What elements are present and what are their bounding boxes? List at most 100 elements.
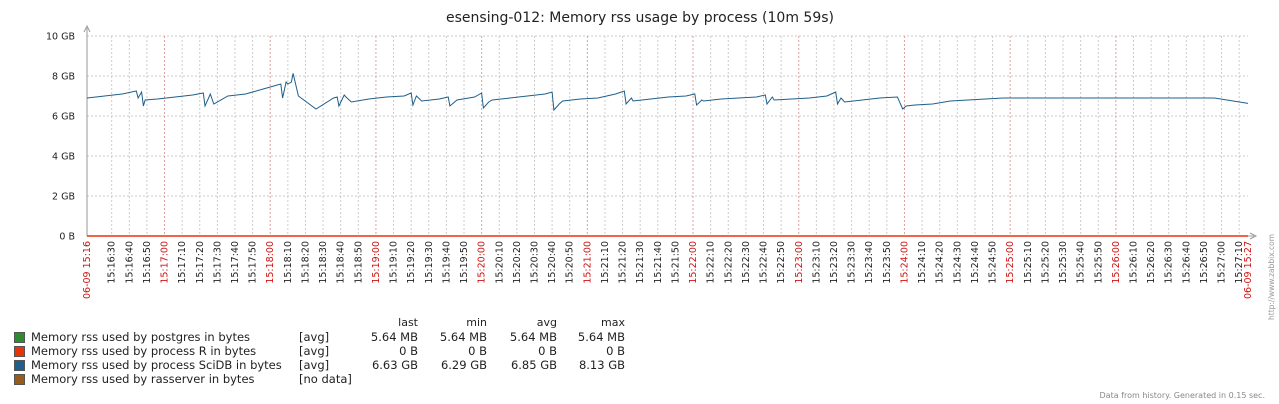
x-tick-label: 15:25:30	[1058, 241, 1069, 284]
y-tick-label: 10 GB	[46, 32, 75, 43]
x-start-label: 06-09 15:16	[82, 241, 93, 299]
x-tick-label: 15:22:20	[723, 241, 734, 284]
y-tick-label: 2 GB	[52, 192, 75, 203]
x-tick-label: 15:23:10	[811, 241, 822, 284]
legend-last: 6.63 GB	[371, 358, 418, 372]
x-tick-label: 15:18:40	[336, 241, 347, 284]
x-tick-label: 15:21:30	[635, 241, 646, 284]
x-tick-label: 15:26:40	[1181, 241, 1192, 284]
x-tick-label: 15:19:50	[459, 241, 470, 284]
x-tick-label: 15:24:10	[917, 241, 928, 284]
x-tick-label: 15:18:00	[265, 241, 276, 284]
y-axis-arrow	[83, 24, 91, 33]
y-tick-label: 4 GB	[52, 152, 75, 163]
legend-header-avg: avg	[536, 316, 557, 329]
x-tick-label: 15:19:10	[389, 241, 400, 284]
x-tick-label: 15:21:00	[582, 241, 593, 284]
x-tick-label: 15:24:00	[899, 241, 910, 284]
x-tick-label: 15:19:20	[406, 241, 417, 284]
grid	[87, 35, 1248, 236]
x-tick-label: 15:24:40	[970, 241, 981, 284]
x-tick-label: 15:24:50	[988, 241, 999, 284]
x-tick-label: 15:20:10	[494, 241, 505, 284]
legend-header-min: min	[466, 316, 487, 329]
legend-fn: [no data]	[299, 372, 352, 386]
x-tick-label: 15:21:20	[618, 241, 629, 284]
x-tick-label: 15:18:30	[318, 241, 329, 284]
legend-min: 6.29 GB	[440, 358, 487, 372]
legend-fn: [avg]	[299, 330, 330, 344]
legend-avg: 6.85 GB	[510, 358, 557, 372]
x-tick-label: 15:17:20	[195, 241, 206, 284]
x-tick-label: 15:25:00	[1005, 241, 1016, 284]
legend-max: 5.64 MB	[577, 330, 625, 344]
legend-last: 0 B	[399, 344, 418, 358]
x-tick-label: 15:19:00	[371, 241, 382, 284]
x-tick-label: 15:25:50	[1093, 241, 1104, 284]
legend-min: 5.64 MB	[439, 330, 487, 344]
x-tick-label: 15:16:40	[124, 241, 135, 284]
x-tick-label: 15:23:00	[794, 241, 805, 284]
legend-name: Memory rss used by postgres in bytes	[31, 330, 251, 344]
legend-swatch	[14, 360, 25, 371]
x-tick-label: 15:24:30	[952, 241, 963, 284]
x-tick-label: 15:22:00	[688, 241, 699, 284]
legend-swatch	[14, 332, 25, 343]
x-axis-arrow	[1249, 232, 1258, 240]
x-tick-label: 15:19:40	[441, 241, 452, 284]
x-tick-label: 15:18:10	[283, 241, 294, 284]
x-tick-label: 15:26:10	[1128, 241, 1139, 284]
x-tick-label: 15:17:40	[230, 241, 241, 284]
legend-max: 0 B	[606, 344, 625, 358]
legend-avg: 0 B	[538, 344, 557, 358]
x-tick-label: 15:18:20	[300, 241, 311, 284]
y-tick-label: 6 GB	[52, 112, 75, 123]
x-tick-label: 15:22:40	[759, 241, 770, 284]
x-tick-label: 15:24:20	[935, 241, 946, 284]
x-tick-label: 15:26:00	[1111, 241, 1122, 284]
x-tick-label: 15:23:40	[864, 241, 875, 284]
legend-header-max: max	[601, 316, 625, 329]
x-tick-label: 15:27:00	[1217, 241, 1228, 284]
x-tick-label: 15:26:30	[1164, 241, 1175, 284]
x-tick-label: 15:25:10	[1023, 241, 1034, 284]
legend-header-last: last	[398, 316, 418, 329]
legend-max: 8.13 GB	[578, 358, 625, 372]
side-watermark: http://www.zabbix.com	[1267, 234, 1276, 320]
x-tick-label: 15:18:50	[353, 241, 364, 284]
x-tick-label: 15:25:20	[1040, 241, 1051, 284]
x-tick-label: 15:17:00	[160, 241, 171, 284]
x-tick-label: 15:21:50	[670, 241, 681, 284]
y-tick-label: 0 B	[59, 232, 75, 243]
x-tick-label: 15:20:00	[477, 241, 488, 284]
x-tick-label: 15:22:30	[741, 241, 752, 284]
series-lines	[86, 73, 1249, 237]
legend-last: 5.64 MB	[370, 330, 418, 344]
x-tick-label: 15:21:40	[653, 241, 664, 284]
legend-fn: [avg]	[299, 344, 330, 358]
series-line	[86, 73, 1249, 112]
x-tick-label: 15:23:20	[829, 241, 840, 284]
x-tick-label: 15:16:30	[107, 241, 118, 284]
x-tick-label: 15:26:50	[1199, 241, 1210, 284]
x-tick-label: 15:16:50	[142, 241, 153, 284]
x-tick-label: 15:22:50	[776, 241, 787, 284]
footer-note: Data from history. Generated in 0.15 sec…	[1099, 391, 1265, 400]
legend-name: Memory rss used by process SciDB in byte…	[31, 358, 282, 372]
legend-fn: [avg]	[299, 358, 330, 372]
legend-min: 0 B	[468, 344, 487, 358]
x-axis: 15:16:30 15:16:40 15:16:50 15:17:00 15:17:10…	[82, 232, 1258, 299]
y-axis: 0 B 2 GB 4 GB 6 GB 8 GB 10 GB	[46, 24, 91, 243]
x-tick-label: 15:25:40	[1076, 241, 1087, 284]
y-tick-label: 8 GB	[52, 72, 75, 83]
legend-swatch	[14, 374, 25, 385]
x-tick-label: 15:17:30	[212, 241, 223, 284]
x-tick-label: 15:21:10	[600, 241, 611, 284]
x-tick-label: 15:20:40	[547, 241, 558, 284]
legend-swatch	[14, 346, 25, 357]
x-tick-label: 15:20:50	[565, 241, 576, 284]
x-tick-label: 15:20:20	[512, 241, 523, 284]
x-tick-label: 15:20:30	[529, 241, 540, 284]
x-tick-label: 15:22:10	[706, 241, 717, 284]
